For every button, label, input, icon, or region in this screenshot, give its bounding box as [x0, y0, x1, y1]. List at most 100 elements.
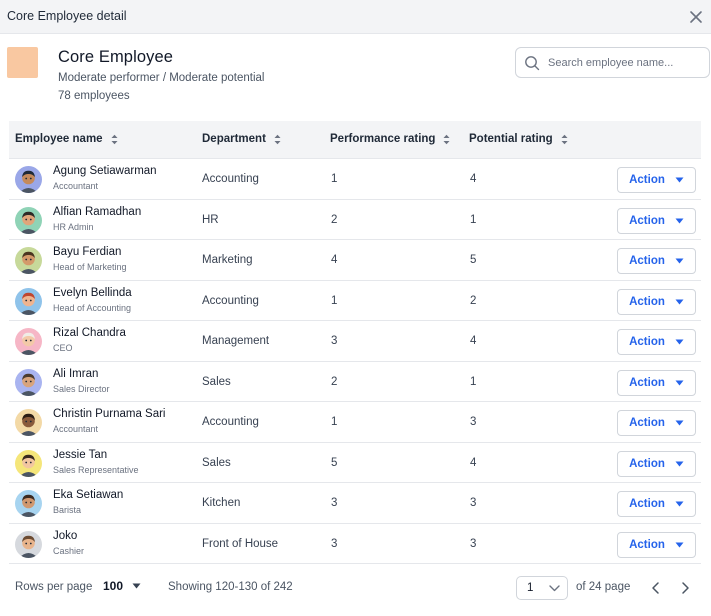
employee-name: Agung Setiawarman	[53, 165, 157, 177]
employee-job-title: CEO	[53, 343, 73, 353]
potential-rating-cell: 3	[470, 497, 477, 509]
close-icon	[690, 11, 702, 23]
caret-down-icon	[675, 177, 684, 183]
performance-rating-cell: 3	[331, 497, 338, 509]
table-row: Ali Imran Sales Director Sales 2 1 Action	[9, 361, 701, 402]
employee-name: Alfian Ramadhan	[53, 205, 142, 218]
employee-job-title: Sales Director	[53, 383, 110, 394]
department-cell: Sales	[202, 375, 231, 388]
caret-down-icon	[675, 501, 684, 507]
action-dropdown-button[interactable]: Action	[617, 450, 696, 477]
column-header-employee-name[interactable]: Employee name	[15, 133, 118, 145]
chevron-right-icon	[682, 582, 689, 594]
showing-range-text: Showing 120-130 of 242	[168, 581, 293, 593]
potential-rating-cell: 3	[470, 537, 477, 550]
caret-down-icon	[675, 258, 684, 264]
action-dropdown-button[interactable]: Action	[617, 167, 696, 193]
page-number-select[interactable]: 1	[516, 576, 568, 600]
action-dropdown-button[interactable]: Action	[617, 329, 696, 355]
potential-rating-cell: 5	[470, 254, 477, 266]
performance-rating-cell: 1	[331, 173, 338, 185]
caret-down-icon	[675, 420, 684, 426]
potential-rating-cell: 3	[470, 416, 477, 428]
column-header-performance-rating[interactable]: Performance rating	[330, 133, 450, 145]
action-dropdown-button[interactable]: Action	[617, 288, 696, 315]
potential-rating-cell: 4	[470, 173, 477, 185]
avatar	[15, 287, 42, 315]
employee-name: Jessie Tan	[53, 448, 108, 461]
department-cell: Front of House	[202, 537, 279, 550]
table-row: Agung Setiawarman Accountant Accounting 1 4 A…	[9, 159, 701, 200]
avatar	[15, 490, 42, 517]
action-dropdown-button[interactable]: Action	[617, 369, 696, 396]
employee-name: Eka Setiawan	[53, 489, 124, 501]
employee-name: Bayu Ferdian	[53, 246, 122, 258]
modal-header: Core Employee detail	[0, 0, 711, 34]
avatar	[15, 247, 42, 274]
segment-color-swatch	[7, 47, 38, 78]
action-dropdown-button[interactable]: Action	[617, 207, 696, 234]
previous-page-button[interactable]	[648, 580, 664, 596]
modal-title: Core Employee detail	[7, 9, 127, 23]
rows-per-page-label: Rows per page	[15, 581, 93, 593]
avatar	[15, 368, 42, 396]
table-row: Christin Purnama Sari Accountant Accountin…	[9, 402, 701, 443]
department-cell: Accounting	[202, 294, 259, 307]
performance-rating-cell: 4	[331, 254, 338, 266]
employee-name: Christin Purnama Sari	[53, 408, 166, 420]
sort-icon	[443, 134, 450, 144]
table-row: Joko Cashier Front of House 3 3 Action	[9, 523, 701, 564]
table-row: Evelyn Bellinda Head of Accounting Account…	[9, 280, 701, 321]
potential-rating-cell: 4	[470, 335, 477, 347]
caret-down-icon	[132, 583, 141, 589]
close-button[interactable]	[686, 7, 706, 27]
employee-job-title: Accountant	[53, 424, 99, 434]
employee-job-title: HR Admin	[53, 221, 94, 232]
caret-down-icon	[675, 542, 684, 547]
performance-rating-cell: 5	[331, 456, 338, 469]
next-page-button[interactable]	[677, 580, 693, 596]
avatar	[15, 166, 42, 193]
performance-rating-cell: 1	[331, 416, 338, 428]
department-cell: Marketing	[202, 254, 253, 266]
department-cell: Kitchen	[202, 497, 241, 509]
total-pages-text: of 24 page	[576, 581, 631, 593]
employee-job-title: Cashier	[53, 545, 85, 556]
table-row: Bayu Ferdian Head of Marketing Marketing 4 5…	[9, 240, 701, 281]
performance-rating-cell: 3	[331, 537, 338, 550]
column-header-potential-rating[interactable]: Potential rating	[469, 133, 568, 145]
avatar	[15, 530, 42, 558]
department-cell: Accounting	[202, 173, 259, 185]
segment-title: Core Employee	[58, 48, 174, 66]
employee-job-title: Accountant	[53, 181, 99, 191]
potential-rating-cell: 2	[470, 294, 477, 307]
caret-down-icon	[675, 218, 684, 223]
search-icon	[525, 56, 540, 71]
potential-rating-cell: 1	[470, 375, 477, 388]
sort-icon	[111, 134, 118, 144]
department-cell: Management	[202, 335, 270, 347]
chevron-down-icon	[549, 584, 560, 591]
employee-name: Evelyn Bellinda	[53, 286, 132, 299]
table-row: Eka Setiawan Barista Kitchen 3 3 Action	[9, 483, 701, 524]
employee-job-title: Head of Accounting	[53, 302, 132, 313]
potential-rating-cell: 4	[470, 456, 477, 469]
employee-job-title: Barista	[53, 505, 82, 515]
segment-subtitle: Moderate performer / Moderate potential	[58, 72, 265, 84]
performance-rating-cell: 3	[331, 335, 338, 347]
action-dropdown-button[interactable]: Action	[617, 491, 696, 517]
caret-down-icon	[675, 380, 684, 385]
search-box[interactable]	[515, 47, 710, 78]
employee-name: Joko	[53, 529, 78, 542]
employee-job-title: Head of Marketing	[53, 262, 127, 272]
caret-down-icon	[675, 339, 684, 345]
search-input[interactable]	[548, 54, 703, 72]
department-cell: HR	[202, 213, 219, 226]
action-dropdown-button[interactable]: Action	[617, 248, 696, 274]
column-header-department[interactable]: Department	[202, 133, 281, 145]
rows-per-page-select[interactable]: 100	[103, 579, 141, 593]
employee-name: Rizal Chandra	[53, 327, 126, 339]
action-dropdown-button[interactable]: Action	[617, 410, 696, 436]
action-dropdown-button[interactable]: Action	[617, 531, 696, 558]
performance-rating-cell: 1	[331, 294, 338, 307]
